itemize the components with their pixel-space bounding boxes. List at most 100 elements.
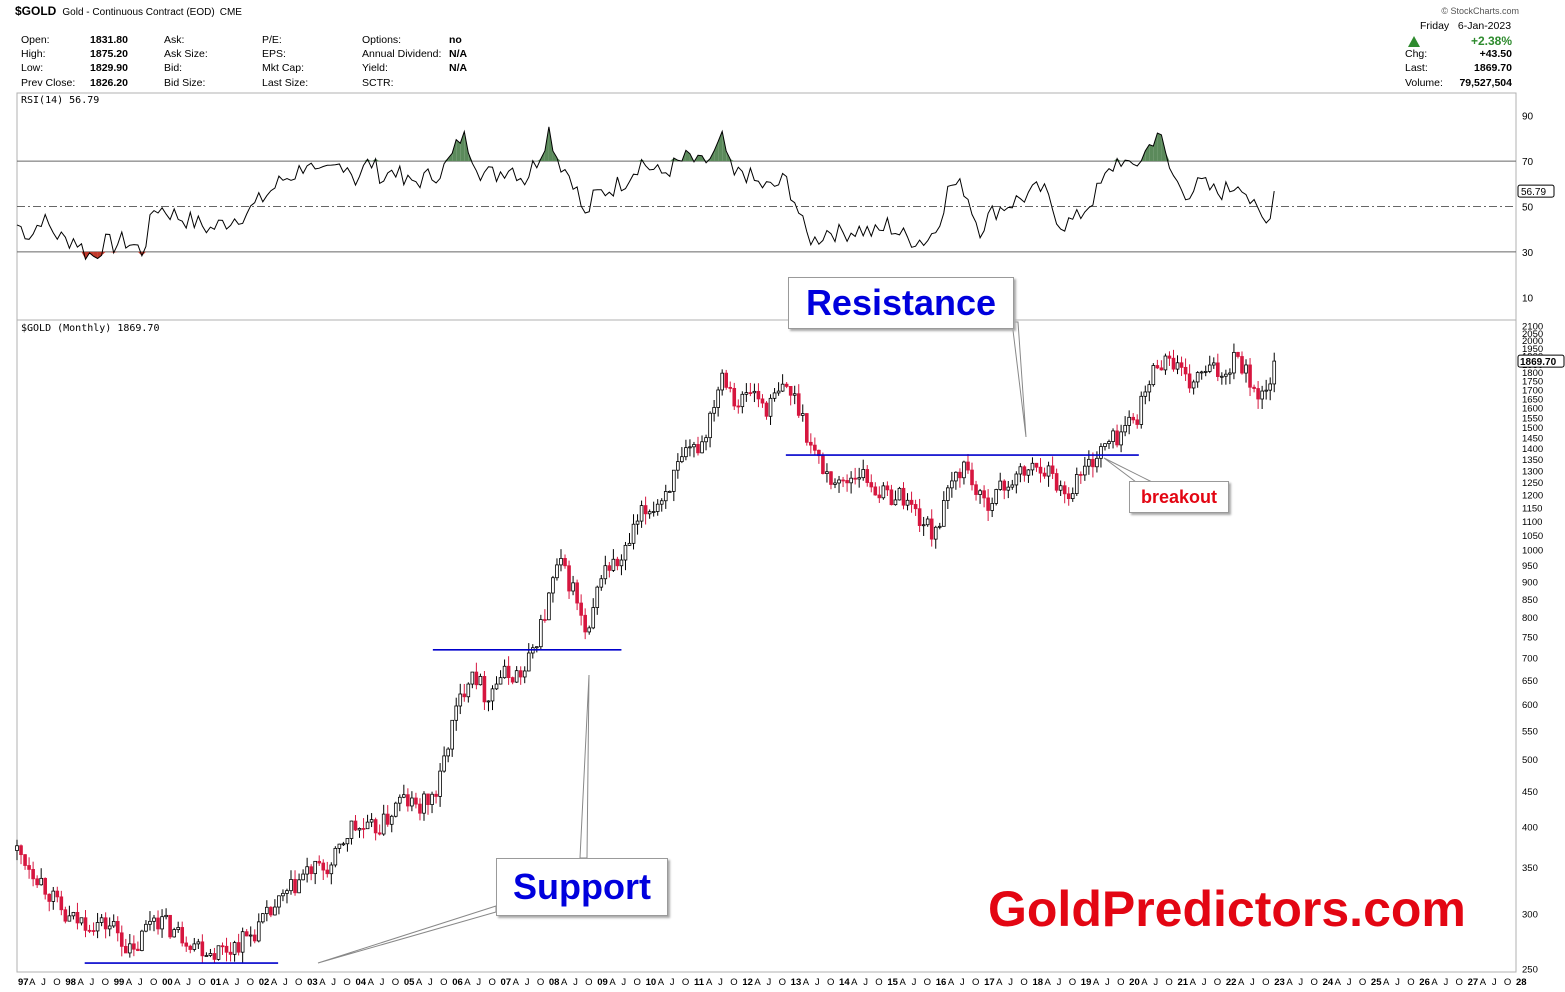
candle-body xyxy=(240,931,245,953)
price-y-tick-label: 500 xyxy=(1522,755,1538,766)
quote-value: 79,527,504 xyxy=(1459,77,1512,89)
x-tick-label: A xyxy=(1480,977,1487,988)
x-tick-label: J xyxy=(1250,977,1255,988)
candle-body xyxy=(663,491,668,502)
candle-body xyxy=(772,392,777,399)
rsi-overbought-fill xyxy=(722,131,727,162)
candle-body xyxy=(1264,389,1268,392)
candle-body xyxy=(35,878,39,886)
candle-body xyxy=(426,793,430,806)
x-tick-label: 12 xyxy=(742,977,753,988)
x-tick-label: O xyxy=(924,977,931,988)
price-y-tick-label: 1000 xyxy=(1522,546,1543,557)
x-tick-label: J xyxy=(621,977,626,988)
price-y-tick-label: 1800 xyxy=(1522,368,1543,379)
price-last-value-box xyxy=(1517,354,1565,368)
candle-body xyxy=(1183,366,1188,375)
candle-body xyxy=(164,914,168,918)
candle-body xyxy=(599,578,604,588)
quote-label: Annual Dividend: xyxy=(362,48,442,60)
candle-body xyxy=(369,819,374,823)
candle-body xyxy=(39,877,43,886)
rsi-overbought-fill xyxy=(706,158,711,162)
price-y-tick-label: 450 xyxy=(1522,787,1538,798)
x-tick-label: J xyxy=(960,977,965,988)
candle-body xyxy=(470,671,475,685)
x-tick-label: O xyxy=(1117,977,1124,988)
candle-body xyxy=(1159,367,1164,371)
rsi-overbought-fill xyxy=(456,139,461,162)
candle-body xyxy=(776,390,781,394)
x-tick-label: O xyxy=(1456,977,1463,988)
candle-body xyxy=(466,683,471,698)
candle-body xyxy=(321,862,326,871)
x-tick-label: J xyxy=(428,977,433,988)
rsi-title: RSI(14) 56.79 xyxy=(21,95,99,106)
x-tick-label: O xyxy=(634,977,641,988)
price-y-tick-label: 300 xyxy=(1522,909,1538,920)
candle-body xyxy=(434,793,438,797)
candle-body xyxy=(1030,462,1035,471)
candle-body xyxy=(994,489,998,504)
candle-body xyxy=(954,471,958,482)
x-tick-label: 24 xyxy=(1323,977,1334,988)
candle-body xyxy=(1187,373,1192,389)
candle-body xyxy=(297,879,301,894)
candle-body xyxy=(47,893,52,902)
candle-body xyxy=(329,864,334,875)
price-y-tick-label: 600 xyxy=(1522,700,1538,711)
rsi-oversold-fill xyxy=(109,251,114,253)
candle-body xyxy=(281,892,285,897)
candle-body xyxy=(1272,360,1277,385)
candle-body xyxy=(1062,485,1067,495)
candle-body xyxy=(498,677,503,685)
x-tick-label: O xyxy=(1069,977,1076,988)
candle-body xyxy=(192,943,197,950)
x-tick-label: J xyxy=(525,977,530,988)
candle-body xyxy=(595,586,600,608)
x-tick-label: J xyxy=(186,977,191,988)
candle-body xyxy=(269,906,273,916)
x-tick-label: J xyxy=(380,977,385,988)
rsi-overbought-fill xyxy=(714,141,719,162)
candle-body xyxy=(430,793,434,806)
x-tick-label: A xyxy=(1286,977,1293,988)
candle-body xyxy=(373,819,378,834)
candle-body xyxy=(83,917,88,931)
candle-body xyxy=(764,402,769,417)
candle-body xyxy=(172,929,176,938)
x-tick-label: O xyxy=(53,977,60,988)
exchange: CME xyxy=(219,7,242,18)
x-tick-label: 02 xyxy=(259,977,270,988)
x-tick-label: 18 xyxy=(1032,977,1043,988)
support-callout: Support xyxy=(496,858,668,916)
quote-label: Bid: xyxy=(164,62,183,74)
candle-body xyxy=(1211,362,1216,366)
x-tick-label: A xyxy=(948,977,955,988)
price-y-tick-label: 1600 xyxy=(1522,404,1543,415)
candle-body xyxy=(1228,372,1232,375)
candle-body xyxy=(15,845,19,851)
candle-body xyxy=(1236,351,1240,357)
x-tick-label: A xyxy=(851,977,858,988)
candle-body xyxy=(986,497,990,511)
candle-body xyxy=(688,446,692,449)
candle-body xyxy=(1171,357,1176,370)
candle-body xyxy=(768,397,773,417)
x-tick-label: A xyxy=(319,977,326,988)
candle-body xyxy=(744,392,749,395)
candle-body xyxy=(1139,395,1144,425)
x-tick-label: O xyxy=(537,977,544,988)
candle-body xyxy=(1256,388,1260,400)
candle-body xyxy=(563,558,567,567)
candle-body xyxy=(442,755,446,772)
candle-body xyxy=(970,469,974,486)
candle-body xyxy=(1260,390,1264,400)
candle-body xyxy=(1046,465,1051,477)
candle-body xyxy=(740,393,745,408)
candle-body xyxy=(333,847,338,866)
candle-body xyxy=(256,921,261,942)
x-tick-label: O xyxy=(295,977,302,988)
rsi-overbought-fill xyxy=(1161,134,1166,162)
x-tick-label: 15 xyxy=(887,977,898,988)
